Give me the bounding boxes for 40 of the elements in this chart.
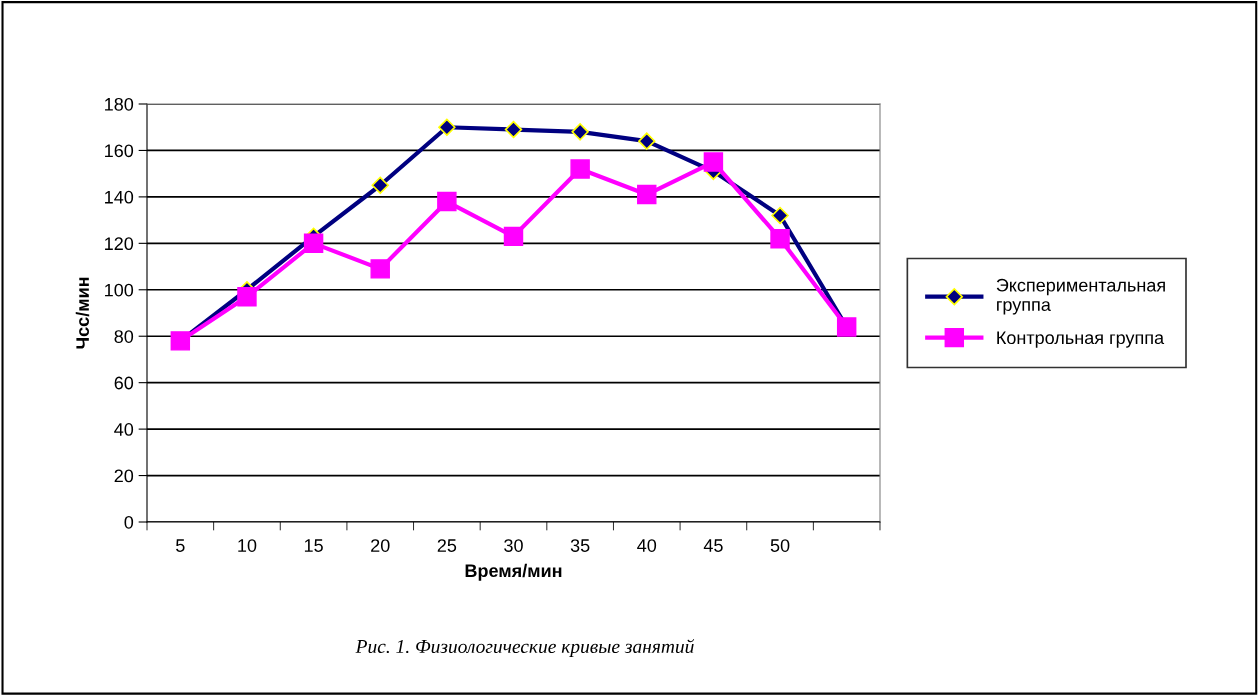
y-tick-label: 0 [124, 515, 134, 529]
point [303, 233, 324, 254]
point [438, 118, 456, 136]
point [504, 120, 523, 139]
x-tick-label: 20 [371, 539, 390, 552]
text: Рис. 1. Физиологические кривые занятий [355, 639, 695, 657]
y-tick-label: 80 [114, 330, 134, 343]
x-tick-label: 40 [637, 539, 657, 552]
y-tick-label: 100 [105, 283, 134, 297]
x-tick-label: 15 [304, 539, 323, 552]
point [570, 159, 590, 179]
x-tick-label: 30 [504, 539, 523, 552]
point [237, 287, 257, 307]
point [370, 259, 390, 279]
x-axis-title: Время/мин [465, 563, 562, 581]
x-tick-label: 10 [238, 539, 257, 552]
point [638, 132, 656, 150]
point [503, 226, 524, 247]
legend-label: Экспериментальная группа [996, 278, 1165, 315]
x-tick-label: 45 [703, 539, 723, 552]
point [571, 123, 589, 141]
x-tick-label: 35 [570, 539, 590, 552]
point [703, 152, 724, 172]
y-tick-label: 180 [105, 97, 134, 111]
point [771, 206, 789, 225]
x-tick-label: 5 [176, 539, 185, 552]
legend-label: Контрольная группа [997, 331, 1165, 348]
point [437, 191, 457, 212]
y-tick-label: 20 [114, 469, 134, 483]
x-tick-label: 25 [437, 539, 457, 552]
y-tick-label: 160 [105, 144, 134, 158]
y-tick-label: 40 [114, 423, 134, 436]
y-tick-label: 120 [105, 237, 134, 251]
point [371, 176, 389, 194]
y-axis-title: Чсс/мин [75, 277, 90, 349]
x-tick-label: 50 [770, 539, 790, 552]
y-tick-label: 140 [105, 190, 134, 204]
point [770, 228, 790, 249]
y-tick-label: 60 [114, 376, 134, 390]
point [637, 184, 657, 205]
